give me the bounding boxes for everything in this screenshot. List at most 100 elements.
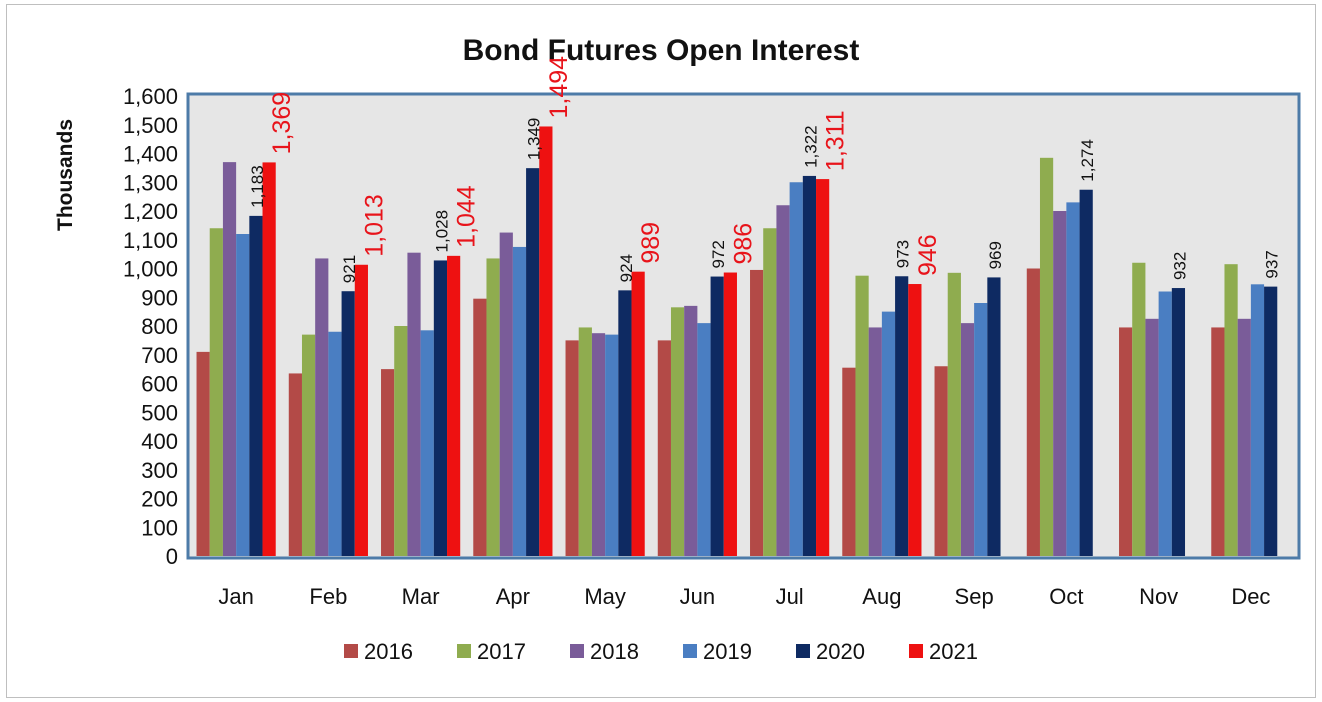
bar-2019-nov: [1158, 291, 1172, 556]
y-axis-ticks: 0 100 200 300 400 500 600 700 800 900 1,000 1,100 1,…: [123, 84, 178, 569]
bar-2017-sep: [947, 272, 961, 556]
bar-2020-jan: [249, 215, 263, 556]
bar-2016-jun: [657, 340, 671, 556]
legend-label-2020: 2020: [816, 639, 865, 664]
bar-2017-dec: [1224, 264, 1238, 556]
x-tick-label-jan: Jan: [218, 584, 253, 609]
bar-2016-jul: [750, 269, 764, 556]
bar-2016-nov: [1119, 327, 1133, 556]
chart-title: Bond Futures Open Interest: [463, 34, 860, 67]
y-tick-label: 0: [166, 544, 178, 569]
data-label-2020-jul: 1,322: [801, 125, 820, 168]
bar-2017-oct: [1039, 157, 1054, 556]
bar-2016-dec: [1211, 327, 1225, 556]
x-tick-label-dec: Dec: [1231, 584, 1270, 609]
bar-2021-may: [631, 271, 645, 556]
bar-2017-feb: [301, 334, 316, 556]
data-label-2021-jan: 1,369: [268, 92, 296, 155]
bar-2017-aug: [855, 275, 869, 556]
bar-2016-apr: [473, 298, 487, 556]
legend-swatch-2016: [344, 644, 358, 658]
bar-2020-oct: [1079, 189, 1093, 556]
data-label-2021-jul: 1,311: [822, 110, 850, 171]
legend-label-2016: 2016: [364, 639, 413, 664]
bar-2020-mar: [433, 260, 448, 556]
bar-2018-jun: [684, 305, 698, 556]
data-label-2021-jun: 986: [729, 223, 757, 265]
bar-2020-aug: [895, 276, 909, 556]
y-tick-label: 1,500: [123, 113, 178, 138]
bar-2019-jan: [236, 234, 250, 556]
data-label-2020-sep: 969: [986, 241, 1005, 269]
bar-2017-mar: [394, 326, 408, 556]
legend-label-2018: 2018: [590, 639, 639, 664]
x-tick-label-jun: Jun: [680, 584, 715, 609]
category-labels: Jan Feb Mar Apr May Jun Jul Aug Sep Oct Nov Dec: [218, 584, 1270, 609]
data-label-2020-jun: 972: [709, 240, 728, 268]
bar-2020-jun: [710, 276, 724, 556]
y-tick-label: 600: [141, 372, 178, 397]
legend-label-2019: 2019: [703, 639, 752, 664]
bar-2017-may: [578, 327, 592, 556]
y-tick-label: 500: [141, 400, 178, 425]
data-label-2021-aug: 946: [914, 234, 942, 276]
y-tick-label: 300: [141, 458, 178, 483]
data-label-2020-dec: 937: [1263, 250, 1282, 278]
bar-2018-apr: [499, 232, 513, 556]
bar-2019-may: [605, 334, 619, 556]
bar-2016-mar: [381, 369, 395, 556]
bar-2018-feb: [315, 258, 329, 556]
x-tick-label-feb: Feb: [309, 584, 347, 609]
bar-2016-oct: [1026, 268, 1040, 556]
x-tick-label-sep: Sep: [955, 584, 994, 609]
bar-2017-jan: [209, 228, 223, 556]
legend-swatch-2019: [683, 644, 697, 658]
bar-2018-sep: [960, 323, 975, 556]
legend-label-2021: 2021: [929, 639, 978, 664]
bar-2019-oct: [1066, 202, 1080, 556]
bar-2020-sep: [987, 277, 1001, 556]
bar-2019-jul: [789, 182, 803, 556]
data-label-2021-apr: 1,494: [545, 56, 573, 119]
bar-2021-aug: [908, 284, 922, 556]
bar-2019-jun: [697, 323, 711, 556]
bar-2019-dec: [1250, 284, 1265, 556]
bar-2019-feb: [328, 331, 342, 556]
x-tick-label-mar: Mar: [402, 584, 440, 609]
bar-2018-nov: [1145, 318, 1159, 556]
y-tick-label: 1,000: [123, 257, 178, 282]
legend-swatch-2021: [909, 644, 923, 658]
bar-2018-jul: [776, 205, 790, 556]
y-tick-label: 200: [141, 487, 178, 512]
y-tick-label: 900: [141, 285, 178, 310]
bar-2019-mar: [420, 330, 434, 556]
data-label-2021-mar: 1,044: [453, 185, 481, 248]
bar-2018-jan: [222, 162, 237, 556]
bar-2021-mar: [447, 255, 461, 556]
bar-2020-jul: [802, 175, 817, 557]
x-tick-label-aug: Aug: [862, 584, 901, 609]
bar-2020-dec: [1264, 286, 1278, 556]
bar-2019-apr: [512, 246, 527, 556]
bar-2019-sep: [974, 303, 988, 556]
y-tick-label: 100: [141, 515, 178, 540]
data-label-2020-apr: 1,349: [525, 118, 544, 161]
bar-2017-apr: [486, 258, 500, 556]
y-axis-label: Thousands: [54, 119, 77, 231]
legend: 2016 2017 2018 2019 2020 2021: [344, 639, 978, 664]
bar-2016-aug: [842, 367, 856, 556]
bar-2021-apr: [539, 126, 553, 556]
y-tick-label: 800: [141, 314, 178, 339]
bar-2019-aug: [881, 311, 896, 556]
data-label-2020-feb: 921: [340, 255, 359, 283]
bar-2021-feb: [354, 264, 368, 556]
bar-2018-mar: [407, 252, 421, 556]
bar-2020-feb: [341, 291, 355, 556]
y-tick-label: 1,400: [123, 142, 178, 167]
data-label-2021-may: 989: [637, 222, 665, 264]
bar-2018-aug: [868, 327, 882, 556]
bar-2017-jun: [670, 307, 685, 556]
x-tick-label-oct: Oct: [1049, 584, 1083, 609]
